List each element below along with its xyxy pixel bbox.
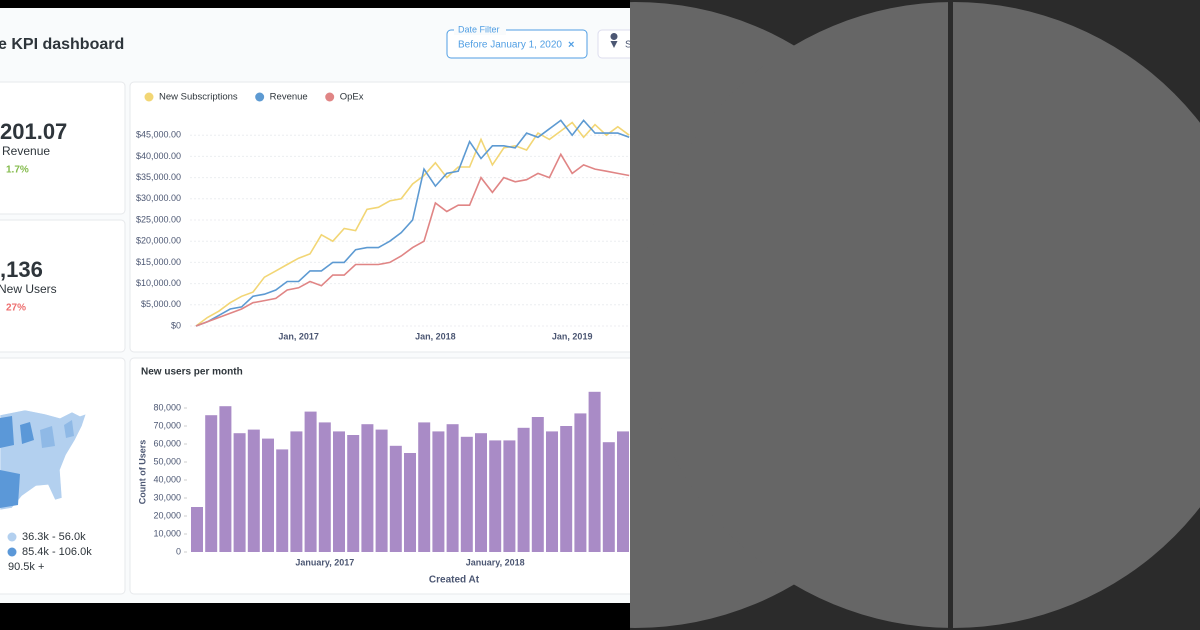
bar (389, 445, 402, 552)
kpi-change: 1.7% (6, 165, 29, 176)
y-tick-label: $45,000.00 (136, 130, 181, 140)
x-tick-label: Jan, 2017 (278, 331, 319, 341)
legend-dot (255, 92, 265, 102)
x-tick-label: January, 2017 (295, 557, 354, 567)
x-tick-label: Jan, 2019 (552, 331, 593, 341)
y-tick-label: $35,000.00 (136, 172, 181, 182)
label-bg (454, 25, 506, 35)
y-tick-label: 30,000 (153, 492, 181, 502)
line (195, 121, 630, 327)
legend-dot (7, 532, 17, 542)
y-tick-label: 10,000 (153, 528, 181, 538)
x-tick-label: January, 2018 (466, 557, 525, 567)
bar (617, 431, 629, 552)
bar (489, 440, 502, 552)
y-tick-label: $15,000.00 (136, 257, 181, 267)
bar (446, 424, 459, 552)
bar (546, 431, 558, 552)
bar (347, 435, 360, 552)
bar (219, 406, 232, 552)
y-tick-label: $40,000.00 (136, 151, 181, 161)
bar (460, 436, 473, 552)
bar (602, 442, 615, 552)
kpi-label: Revenue (2, 144, 50, 158)
kpi-value: 201.07 (0, 119, 67, 144)
y-tick-label: 40,000 (153, 474, 181, 484)
bar (432, 431, 445, 552)
y-tick-label: $5,000.00 (141, 299, 181, 309)
bar (404, 453, 416, 552)
y-tick-label: 70,000 (153, 420, 181, 430)
bar (574, 413, 587, 552)
bar (191, 507, 203, 552)
kpi-change: 27% (6, 303, 26, 314)
line (195, 119, 630, 327)
bar (361, 424, 374, 552)
legend-dot (325, 92, 335, 102)
date-filter-value: Before January 1, 2020 (458, 40, 562, 51)
circle (640, 2, 1200, 628)
map-region (0, 416, 34, 508)
bar (517, 427, 530, 552)
legend-dot (7, 547, 17, 557)
filter-button-text: S (625, 40, 632, 51)
x-tick-label: Jan, 2018 (415, 331, 456, 341)
clear-button[interactable]: × (568, 39, 574, 51)
dashboard: e KPI dashboard Date Filter Before Janua… (0, 0, 632, 630)
bar (205, 415, 218, 552)
bar (418, 422, 431, 552)
y-tick-label: 50,000 (153, 456, 181, 466)
line (195, 152, 630, 327)
bar (233, 433, 246, 552)
dashboard-title: e KPI dashboard (0, 36, 124, 53)
card (129, 81, 630, 353)
legend-dot (144, 92, 154, 102)
y-tick-label: $20,000.00 (136, 236, 181, 246)
y-tick-label: 20,000 (153, 510, 181, 520)
legend-label: 36.3k - 56.0k (22, 531, 86, 543)
map-region (40, 420, 74, 448)
y-axis-label: Count of Users (137, 440, 147, 505)
divider (948, 0, 953, 630)
legend-label: OpEx (340, 92, 364, 103)
bar (247, 429, 260, 552)
bar (333, 431, 345, 552)
legend-label: 85.4k - 106.0k (22, 546, 92, 558)
y-tick-label: $0 (171, 320, 181, 330)
y-tick-label: $10,000.00 (136, 278, 181, 288)
chart-title: New users per month (141, 367, 243, 378)
bar (531, 417, 544, 552)
legend-label: Revenue (270, 92, 308, 103)
y-tick-label: $25,000.00 (136, 214, 181, 224)
card (0, 219, 126, 353)
kpi-value: ,136 (0, 257, 43, 282)
kpi-label: New Users (0, 282, 57, 296)
bar (276, 449, 289, 552)
legend-label: New Subscriptions (159, 92, 238, 103)
bar (588, 391, 601, 552)
bar (290, 431, 303, 552)
y-tick-label: $30,000.00 (136, 193, 181, 203)
date-filter[interactable] (446, 29, 588, 59)
y-tick-label: 60,000 (153, 438, 181, 448)
bar (262, 438, 274, 552)
y-tick-label: 80,000 (153, 402, 181, 412)
bar (375, 429, 388, 552)
bar (304, 411, 317, 552)
bar (318, 422, 331, 552)
pin-icon (610, 33, 618, 48)
y-tick-label: 0 (176, 546, 181, 556)
bar (475, 433, 487, 552)
bar (560, 426, 573, 552)
card (0, 81, 126, 215)
bar (503, 440, 516, 552)
x-axis-label: Created At (429, 575, 480, 586)
date-filter-label: Date Filter (458, 24, 500, 34)
legend-label: 90.5k + (8, 561, 44, 573)
